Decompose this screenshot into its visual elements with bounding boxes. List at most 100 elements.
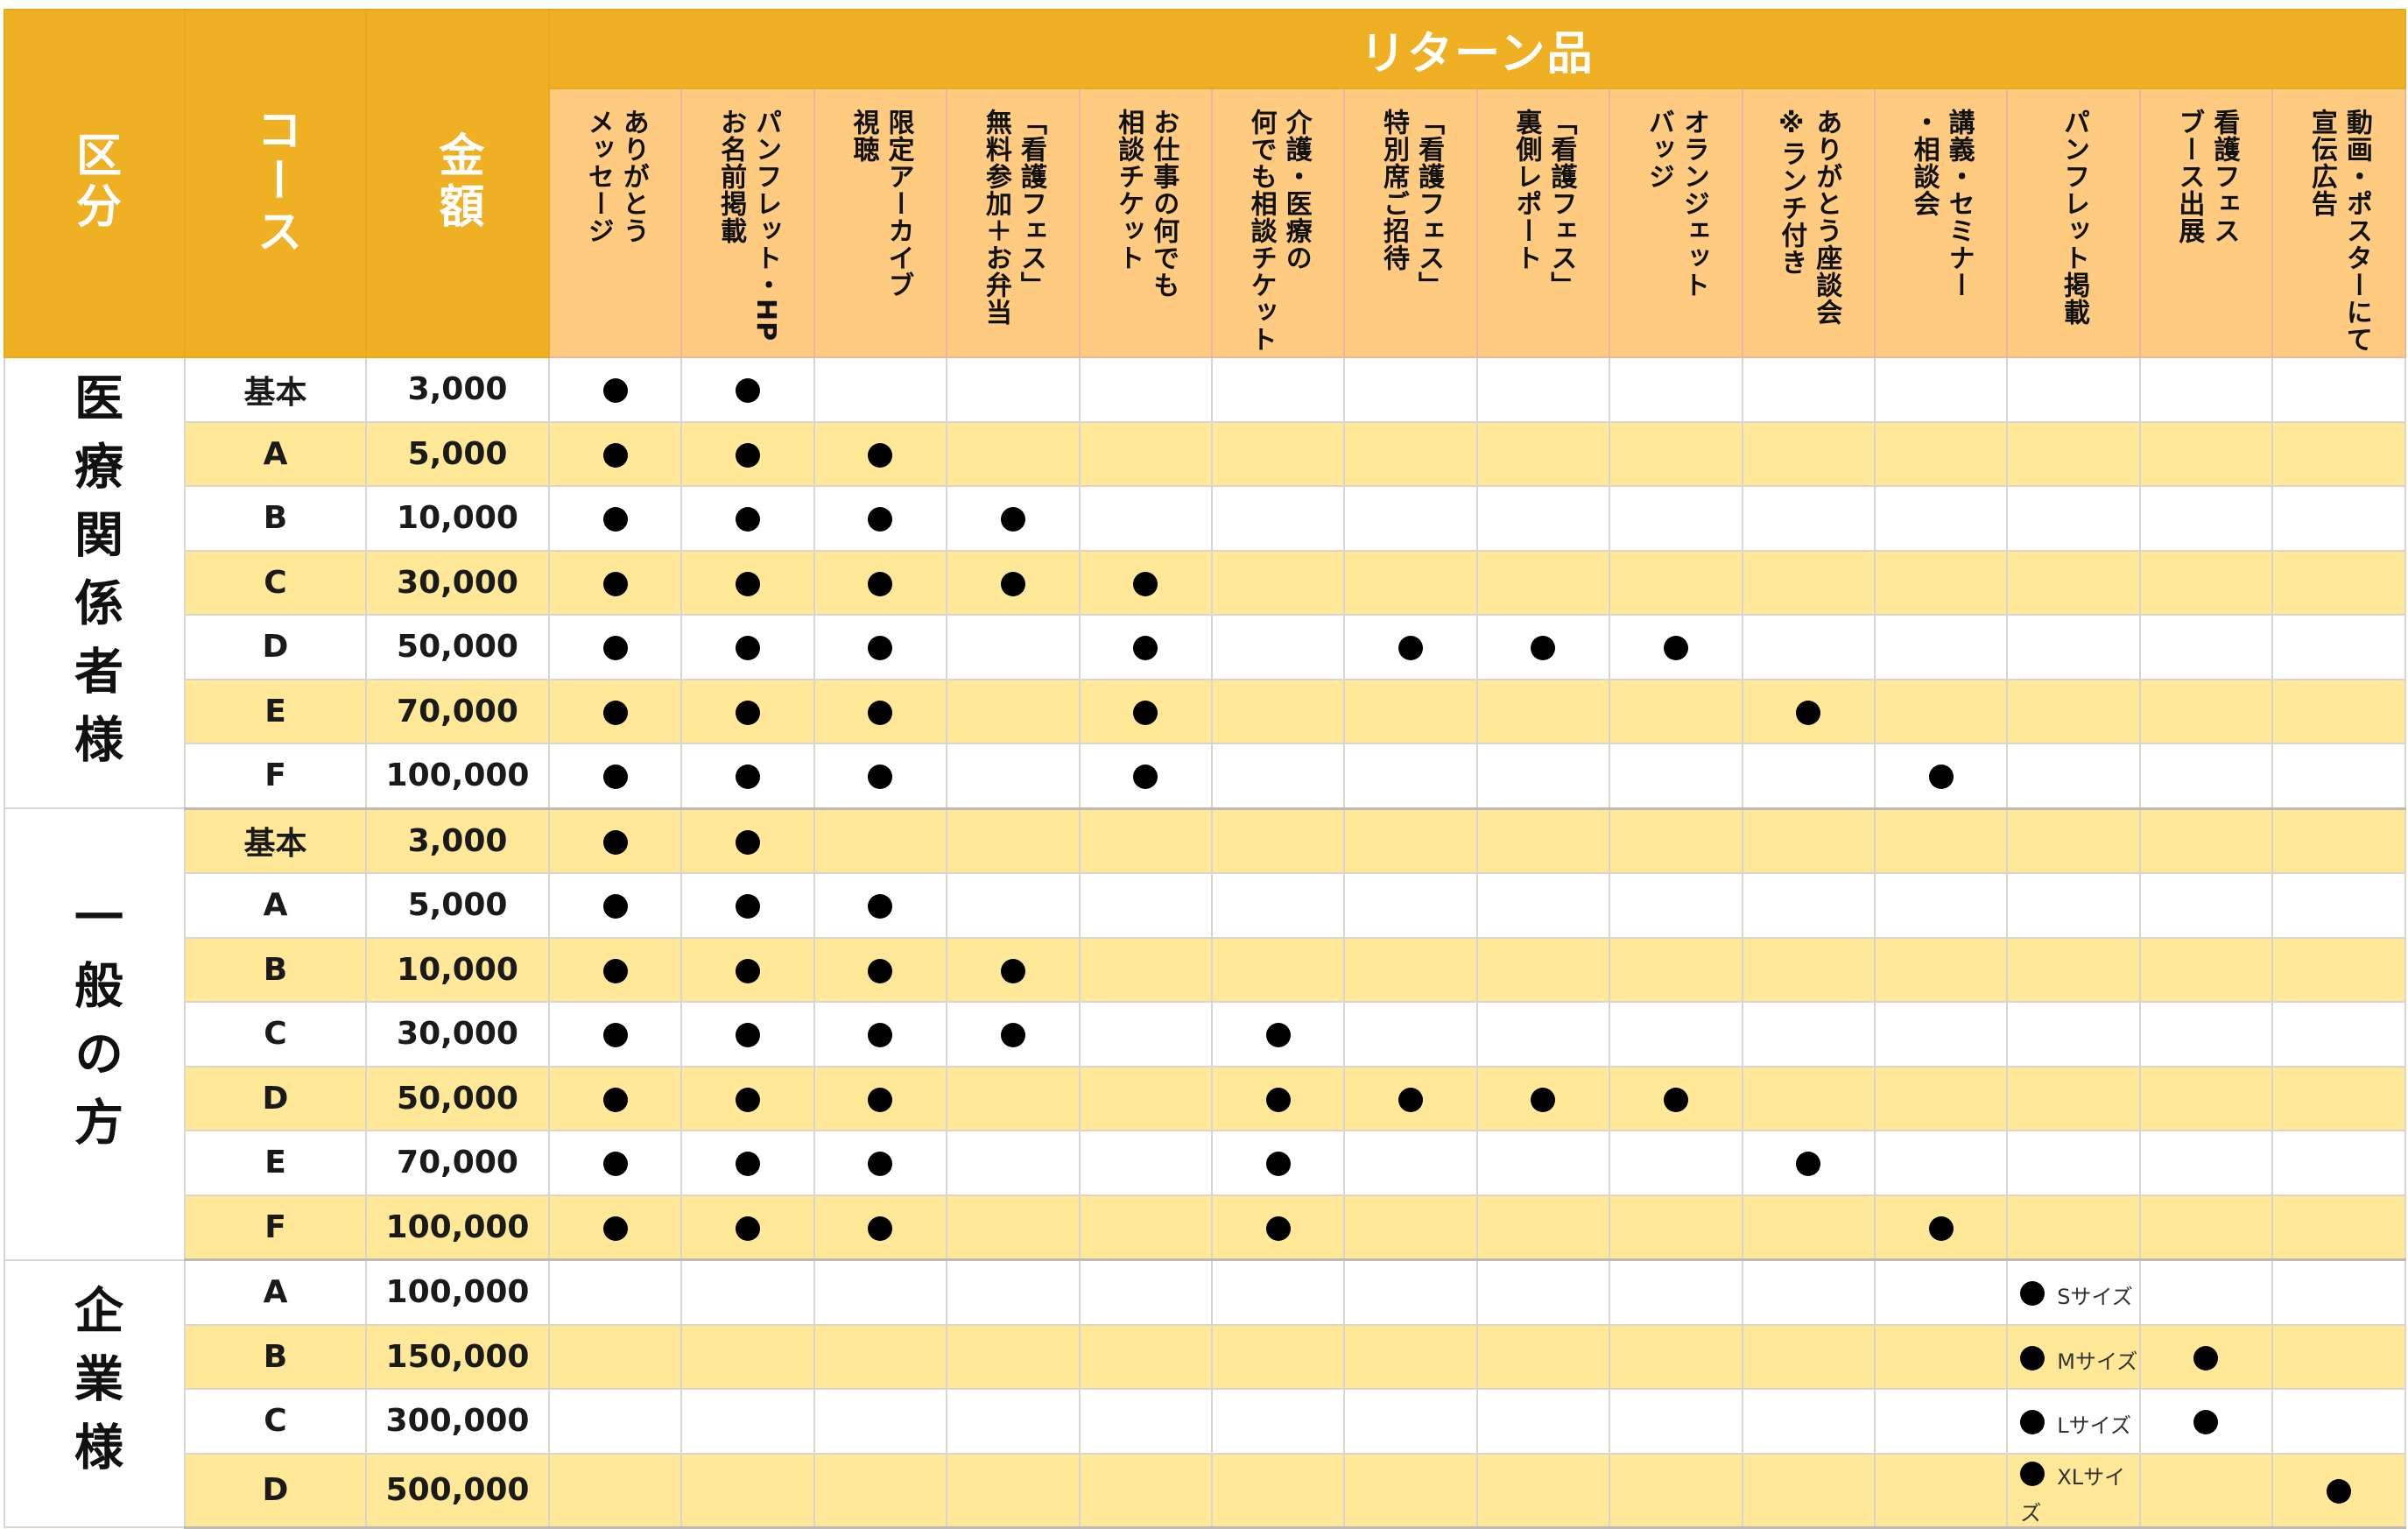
table-row: B 10,000 xyxy=(4,936,2406,1003)
return-mark-cell xyxy=(1343,1388,1478,1455)
return-mark-cell xyxy=(946,1130,1081,1196)
return-mark-cell xyxy=(2271,1452,2406,1529)
return-mark-cell xyxy=(1741,807,1876,874)
return-mark-cell xyxy=(1475,1194,1611,1261)
return-item-header-label: オランジェット バッジ xyxy=(1643,109,1709,299)
return-mark-cell xyxy=(1210,807,1346,874)
return-mark-cell xyxy=(1873,743,2009,810)
included-dot-icon xyxy=(1000,571,1025,596)
return-mark-cell xyxy=(813,549,948,616)
return-item-header-label: 講義・セミナー ・相談会 xyxy=(1908,109,1975,299)
included-dot-icon xyxy=(602,1087,628,1112)
return-mark-cell xyxy=(680,549,815,616)
return-item-header: お仕事の何でも 相談チケット xyxy=(1078,88,1213,358)
included-dot-icon xyxy=(1663,1087,1688,1112)
included-dot-icon xyxy=(1265,1152,1291,1177)
return-mark-cell xyxy=(813,1452,948,1529)
return-item-header: オランジェット バッジ xyxy=(1609,88,1743,358)
return-mark-cell xyxy=(1475,936,1611,1003)
return-mark-cell xyxy=(1873,678,2009,744)
return-mark-cell xyxy=(2271,936,2406,1003)
included-dot-icon xyxy=(868,700,893,725)
return-item-header: 介護・医療の 何でも相談チケット xyxy=(1210,88,1346,358)
amount-cell: 500,000 xyxy=(365,1452,550,1529)
included-dot-icon xyxy=(868,894,893,920)
table-row: B 10,000 xyxy=(4,485,2406,552)
course-cell: E xyxy=(184,1130,367,1196)
return-mark-cell xyxy=(2138,872,2274,939)
return-mark-cell: XLサイズ xyxy=(2006,1452,2141,1529)
included-dot-icon xyxy=(1133,700,1158,725)
included-dot-icon xyxy=(736,1087,761,1112)
return-mark-cell xyxy=(1741,1452,1876,1529)
return-mark-cell xyxy=(2271,1065,2406,1131)
return-mark-cell xyxy=(1078,936,1213,1003)
included-dot-icon xyxy=(868,958,893,983)
division-header: 区分 xyxy=(4,9,186,358)
included-dot-icon xyxy=(736,571,761,596)
table-row: F 100,000 xyxy=(4,743,2406,810)
amount-cell: 150,000 xyxy=(365,1323,550,1390)
return-mark-cell xyxy=(813,1194,948,1261)
return-mark-cell xyxy=(680,1065,815,1131)
return-mark-cell xyxy=(2271,678,2406,744)
return-mark-cell xyxy=(946,356,1081,423)
return-mark-cell xyxy=(1078,807,1213,874)
return-mark-cell xyxy=(1609,485,1743,552)
return-mark-cell xyxy=(2006,1065,2141,1131)
return-mark-cell xyxy=(1210,1323,1346,1390)
included-dot-icon xyxy=(602,507,628,532)
return-mark-cell xyxy=(1609,1065,1743,1131)
return-mark-cell xyxy=(1609,1323,1743,1390)
table-row: A 5,000 xyxy=(4,420,2406,487)
return-mark-cell xyxy=(1741,1323,1876,1390)
return-mark-cell xyxy=(2006,420,2141,487)
table-row: E 70,000 xyxy=(4,1130,2406,1196)
return-mark-cell xyxy=(1873,1452,2009,1529)
included-dot-icon xyxy=(2020,1345,2045,1370)
table-row: 医療関係者様 基本 3,000 xyxy=(4,356,2406,809)
included-dot-icon xyxy=(602,636,628,661)
included-dot-icon xyxy=(1000,1023,1025,1048)
return-mark-cell xyxy=(813,1065,948,1131)
return-mark-cell xyxy=(1873,1130,2009,1196)
return-mark-cell xyxy=(1873,356,2009,423)
included-dot-icon xyxy=(1265,1215,1291,1241)
return-mark-cell xyxy=(680,1323,815,1390)
return-mark-cell xyxy=(1343,743,1478,810)
return-mark-cell xyxy=(813,1388,948,1455)
table-row: D 500,000 XLサイズ xyxy=(4,1452,2406,1529)
return-mark-cell xyxy=(1343,872,1478,939)
return-mark-cell xyxy=(1343,1323,1478,1390)
included-dot-icon xyxy=(1398,636,1424,661)
return-mark-cell xyxy=(2271,807,2406,874)
return-mark-cell xyxy=(1873,807,2009,874)
return-item-header-label: ありがとう座談会 ※ランチ付き xyxy=(1776,109,1842,326)
table-row: F 100,000 xyxy=(4,1194,2406,1261)
return-mark-cell xyxy=(813,420,948,487)
included-dot-icon xyxy=(1000,507,1025,532)
return-item-header: 限定アーカイブ 視聴 xyxy=(813,88,948,358)
return-mark-cell xyxy=(1210,485,1346,552)
course-cell: C xyxy=(184,1001,367,1067)
return-mark-cell xyxy=(1078,1065,1213,1131)
return-mark-cell xyxy=(680,1130,815,1196)
return-mark-cell xyxy=(1609,872,1743,939)
return-item-header-label: 限定アーカイブ 視聴 xyxy=(848,109,914,299)
included-dot-icon xyxy=(868,571,893,596)
return-mark-cell xyxy=(2271,549,2406,616)
return-mark-cell xyxy=(1475,1001,1611,1067)
return-mark-cell xyxy=(547,485,683,552)
course-cell: D xyxy=(184,1452,367,1529)
return-mark-cell xyxy=(2138,356,2274,423)
return-mark-cell xyxy=(813,1323,948,1390)
return-mark-cell xyxy=(2138,1452,2274,1529)
return-mark-cell xyxy=(2006,807,2141,874)
return-mark-cell xyxy=(1609,807,1743,874)
return-mark-cell xyxy=(1210,1065,1346,1131)
return-mark-cell xyxy=(2006,356,2141,423)
group-label: 一般の方 xyxy=(66,891,123,1165)
return-mark-cell xyxy=(2006,1130,2141,1196)
return-mark-cell xyxy=(2271,614,2406,680)
return-mark-cell xyxy=(2271,356,2406,423)
